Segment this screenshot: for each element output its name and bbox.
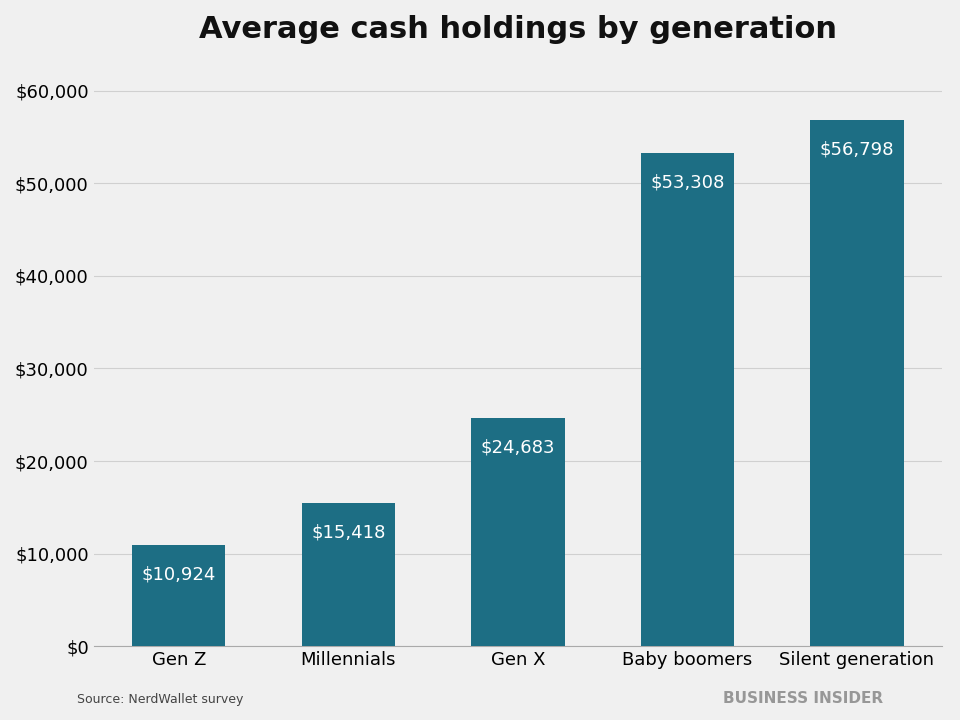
Text: Source: NerdWallet survey: Source: NerdWallet survey	[77, 693, 243, 706]
Bar	[641, 153, 734, 646]
Bar	[471, 418, 564, 646]
Bar	[132, 545, 226, 646]
Text: $56,798: $56,798	[820, 141, 895, 159]
Title: Average cash holdings by generation: Average cash holdings by generation	[199, 15, 837, 44]
Bar	[810, 120, 903, 646]
Text: $53,308: $53,308	[650, 173, 725, 191]
Bar	[301, 503, 395, 646]
Text: $15,418: $15,418	[311, 523, 386, 541]
Text: $24,683: $24,683	[481, 438, 555, 456]
Text: $10,924: $10,924	[142, 565, 216, 583]
Text: BUSINESS INSIDER: BUSINESS INSIDER	[723, 690, 883, 706]
